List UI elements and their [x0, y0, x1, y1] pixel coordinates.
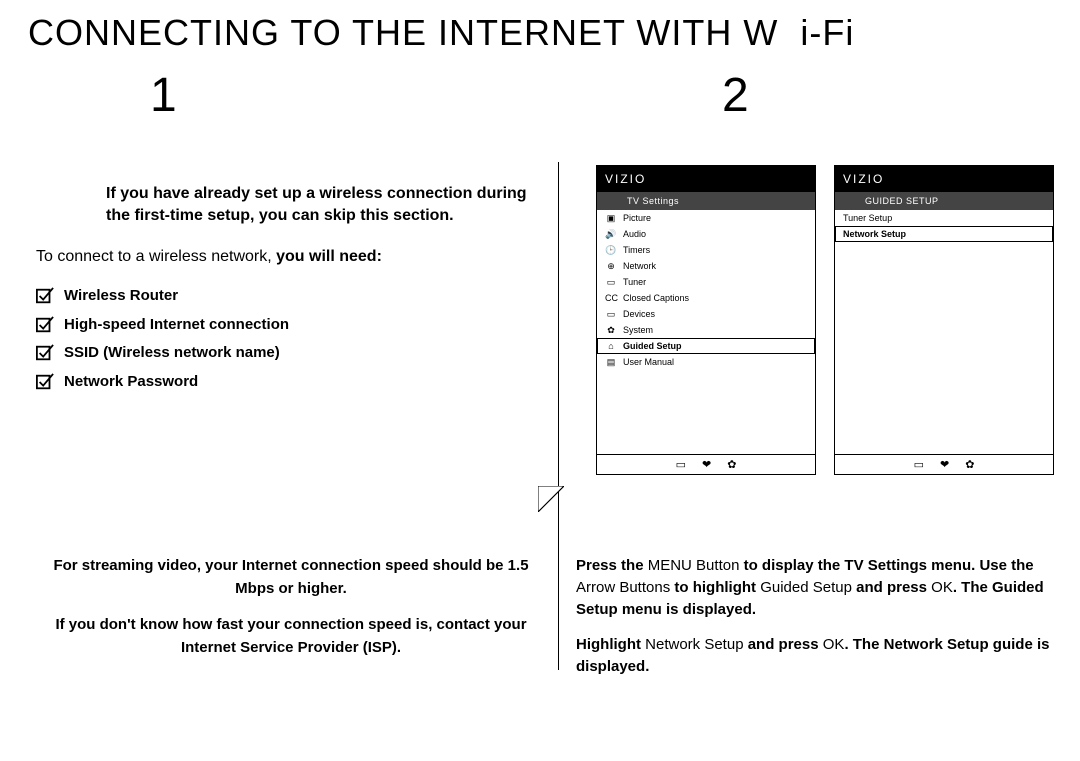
tv-menu-brand: VIZIO: [597, 166, 815, 192]
menu-item-label: Timers: [623, 242, 650, 258]
menu-item-label: Devices: [623, 306, 655, 322]
menu-item-cc[interactable]: CC Closed Captions: [597, 290, 815, 306]
txt: Network Setup: [645, 636, 743, 653]
tv-menus-row: VIZIO TV Settings ▣ Picture 🔊 Audio 🕒 Timer…: [596, 165, 1054, 475]
right-instructions: Press the MENU Button to display the TV …: [576, 555, 1066, 692]
txt: and press: [744, 636, 823, 653]
left-footer-notes: For streaming video, your Internet conne…: [36, 555, 546, 673]
guided-setup-menu: VIZIO GUIDED SETUP Tuner Setup Network S…: [834, 165, 1054, 475]
menu-item-devices[interactable]: ▭ Devices: [597, 306, 815, 322]
requirements-intro-bold: you will need:: [272, 248, 382, 265]
menu-item-picture[interactable]: ▣ Picture: [597, 210, 815, 226]
list-item: Wireless Router: [36, 282, 536, 311]
menu-item-tuner[interactable]: ▭ Tuner: [597, 274, 815, 290]
menu-item-label: Network Setup: [843, 226, 906, 242]
menu-item-user-manual[interactable]: ▤ User Manual: [597, 354, 815, 370]
tv-settings-menu: VIZIO TV Settings ▣ Picture 🔊 Audio 🕒 Timer…: [596, 165, 816, 475]
requirements-list: Wireless Router High-speed Internet conn…: [36, 282, 536, 396]
chevron-down-icon: ❤: [702, 458, 711, 471]
cc-icon: CC: [605, 290, 617, 306]
menu-item-network[interactable]: ⊕ Network: [597, 258, 815, 274]
txt: Highlight: [576, 636, 645, 653]
requirements-intro: To connect to a wireless network, you wi…: [36, 248, 536, 266]
speed-note: For streaming video, your Internet conne…: [36, 555, 546, 600]
menu-item-label: Guided Setup: [623, 338, 682, 354]
column-divider: [558, 162, 559, 670]
step-2-number: 2: [722, 68, 749, 123]
menu-item-network-setup[interactable]: Network Setup: [835, 226, 1053, 242]
settings-icon: ✿: [727, 458, 736, 471]
step-1-number: 1: [150, 68, 177, 123]
menu-item-label: Network: [623, 258, 656, 274]
list-item-label: Wireless Router: [64, 282, 178, 311]
audio-icon: 🔊: [605, 226, 617, 242]
tv-menu-subtitle: TV Settings: [597, 192, 815, 210]
devices-icon: ▭: [605, 306, 617, 322]
tv-menu-subtitle: GUIDED SETUP: [835, 192, 1053, 210]
settings-icon: ✿: [965, 458, 974, 471]
requirements-intro-thin: To connect to a wireless network,: [36, 248, 272, 265]
instruction-paragraph-2: Highlight Network Setup and press OK. Th…: [576, 634, 1066, 678]
menu-item-guided-setup[interactable]: ⌂ Guided Setup: [597, 338, 815, 354]
tv-menu-brand: VIZIO: [835, 166, 1053, 192]
txt: to display the TV Settings menu. Use the: [739, 557, 1033, 574]
tuner-icon: ▭: [605, 274, 617, 290]
txt: OK: [931, 579, 953, 596]
manual-icon: ▤: [605, 354, 617, 370]
list-item-label: Network Password: [64, 368, 198, 397]
menu-item-label: Closed Captions: [623, 290, 689, 306]
menu-item-tuner-setup[interactable]: Tuner Setup: [835, 210, 1053, 226]
menu-item-audio[interactable]: 🔊 Audio: [597, 226, 815, 242]
menu-item-label: System: [623, 322, 653, 338]
menu-item-label: User Manual: [623, 354, 674, 370]
page-curl-icon: [538, 486, 564, 512]
left-column: If you have already set up a wireless co…: [36, 183, 536, 396]
tv-menu-items: Tuner Setup Network Setup: [835, 210, 1053, 242]
instruction-paragraph-1: Press the MENU Button to display the TV …: [576, 555, 1066, 620]
tv-menu-footer: ▭ ❤ ✿: [597, 454, 815, 474]
list-item: Network Password: [36, 368, 536, 397]
gear-icon: ✿: [605, 322, 617, 338]
wide-icon: ▭: [676, 458, 686, 471]
list-item-label: High-speed Internet connection: [64, 311, 289, 340]
home-icon: ⌂: [605, 338, 617, 354]
wide-icon: ▭: [914, 458, 924, 471]
checkbox-icon: [36, 316, 54, 334]
menu-item-label: Picture: [623, 210, 651, 226]
menu-item-timers[interactable]: 🕒 Timers: [597, 242, 815, 258]
tv-menu-footer: ▭ ❤ ✿: [835, 454, 1053, 474]
page-title: CONNECTING TO THE INTERNET WITH W i-Fi: [28, 12, 854, 54]
checkbox-icon: [36, 344, 54, 362]
menu-item-system[interactable]: ✿ System: [597, 322, 815, 338]
isp-note: If you don't know how fast your connecti…: [36, 614, 546, 659]
menu-item-label: Audio: [623, 226, 646, 242]
clock-icon: 🕒: [605, 242, 617, 258]
txt: to highlight: [670, 579, 760, 596]
txt: Guided Setup: [760, 579, 852, 596]
list-item: High-speed Internet connection: [36, 311, 536, 340]
menu-item-label: Tuner Setup: [843, 210, 892, 226]
chevron-down-icon: ❤: [940, 458, 949, 471]
checkbox-icon: [36, 287, 54, 305]
tv-menu-items: ▣Picture 🔊Audio 🕒Timers ⊕Network ▭Tuner …: [597, 210, 815, 370]
txt: MENU Button: [648, 557, 740, 574]
list-item: SSID (Wireless network name): [36, 339, 536, 368]
txt: Press the: [576, 557, 648, 574]
txt: OK: [823, 636, 845, 653]
txt: and press: [852, 579, 931, 596]
picture-icon: ▣: [605, 210, 617, 226]
network-icon: ⊕: [605, 258, 617, 274]
txt: Arrow Buttons: [576, 579, 670, 596]
checkbox-icon: [36, 373, 54, 391]
skip-note: If you have already set up a wireless co…: [106, 183, 536, 226]
list-item-label: SSID (Wireless network name): [64, 339, 280, 368]
menu-item-label: Tuner: [623, 274, 646, 290]
